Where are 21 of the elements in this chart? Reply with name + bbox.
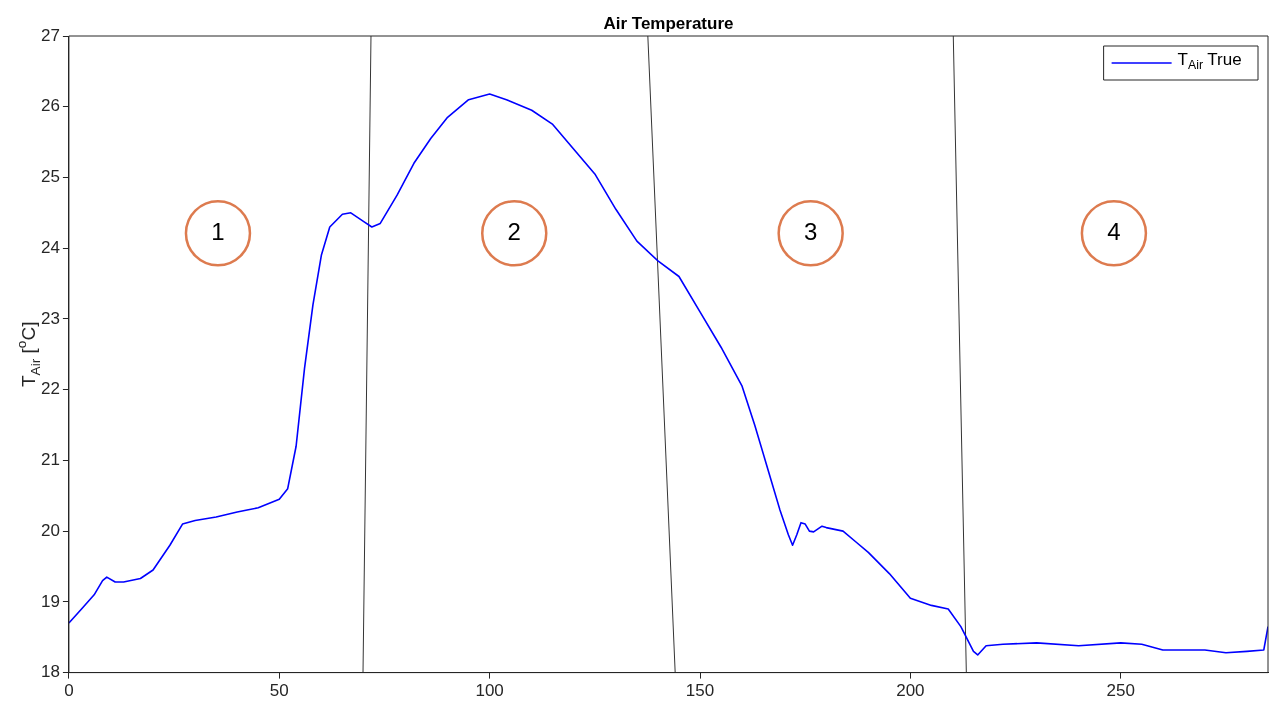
x-tick-label: 150 [685,681,715,701]
x-tick-label: 0 [64,681,74,701]
y-tick-label: 21 [40,450,60,470]
y-tick-label: 24 [40,237,60,257]
y-tick-label: 25 [40,167,60,187]
x-tick-label: 200 [896,681,925,701]
x-tick-label: 100 [475,681,504,701]
annotation: 4 [1107,217,1121,245]
x-tick-label: 50 [269,681,289,701]
y-tick-label: 19 [40,591,60,611]
x-tick-label: 250 [1106,681,1135,701]
y-tick-label: 20 [40,520,60,540]
y-tick-label: 18 [40,662,60,682]
chart-title: Air Temperature [603,14,734,34]
y-tick-label: 22 [40,379,60,399]
y-tick-label: 23 [40,308,60,328]
annotation: 3 [803,217,818,245]
y-tick-label: 26 [40,96,60,116]
annotation: 2 [507,217,521,245]
annotation: 1 [211,217,225,245]
y-tick-label: 27 [40,25,60,45]
